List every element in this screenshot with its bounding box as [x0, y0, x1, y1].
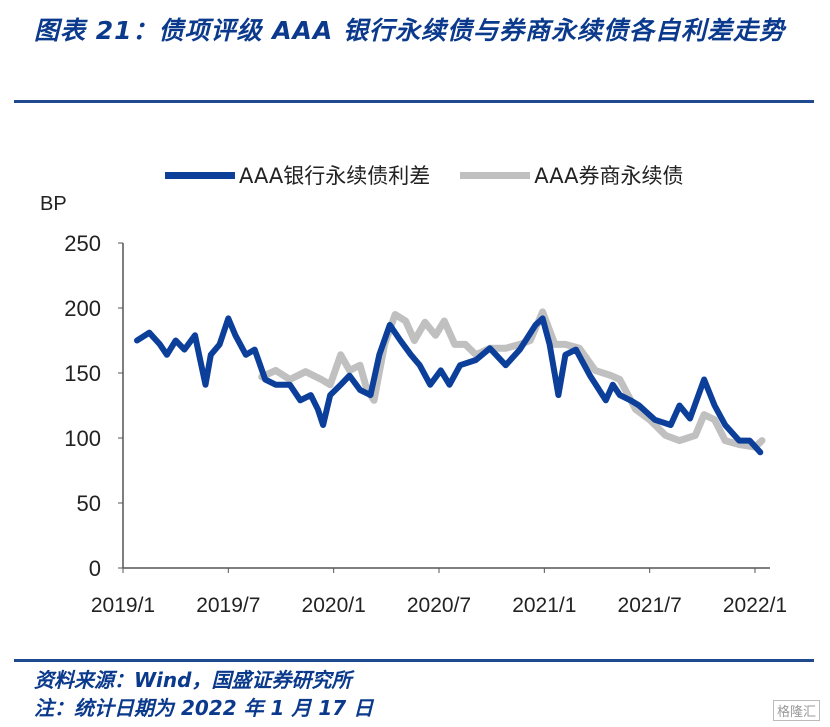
- legend-item-bank: AAA银行永续债利差: [165, 160, 430, 190]
- x-tick-label: 2019/7: [196, 594, 260, 617]
- y-tick-label: 50: [77, 491, 101, 516]
- watermark: 格隆汇: [772, 700, 820, 721]
- title-rule: [14, 100, 814, 103]
- chart-title: 图表 21：债项评级 AAA 银行永续债与券商永续债各自利差走势: [34, 16, 785, 45]
- legend-label-broker: AAA券商永续债: [534, 164, 684, 188]
- legend-swatch-bank: [165, 171, 235, 179]
- y-axis-label: BP: [40, 193, 67, 215]
- legend-swatch-broker: [460, 171, 531, 179]
- legend-label-bank: AAA银行永续债利差: [239, 164, 431, 188]
- note-text: 注：统计日期为 2022 年 1 月 17 日: [34, 696, 374, 720]
- y-tick-label: 150: [64, 361, 101, 386]
- line-chart: BP 0 50 100 150 200 250 2019/1 2019/7 2020/1 2020/…: [40, 193, 787, 617]
- series-line-broker: [258, 308, 766, 451]
- legend: AAA银行永续债利差 AAA券商永续债: [165, 160, 684, 190]
- footer-rule: [14, 659, 814, 662]
- series-line-bank: [134, 315, 764, 456]
- x-tick-label: 2021/1: [512, 594, 576, 617]
- x-tick-label: 2019/1: [91, 594, 155, 617]
- y-tick-label: 200: [64, 296, 101, 321]
- x-tick-label: 2021/7: [618, 594, 682, 617]
- x-tick-label: 2020/1: [302, 594, 366, 617]
- y-tick-label: 100: [64, 426, 101, 451]
- y-tick-label: 250: [64, 231, 101, 256]
- legend-item-broker: AAA券商永续债: [460, 160, 684, 190]
- x-tick-label: 2022/1: [723, 594, 787, 617]
- x-tick-label: 2020/7: [407, 594, 471, 617]
- y-tick-label: 0: [89, 556, 101, 581]
- source-text: 资料来源：Wind，国盛证券研究所: [34, 668, 352, 692]
